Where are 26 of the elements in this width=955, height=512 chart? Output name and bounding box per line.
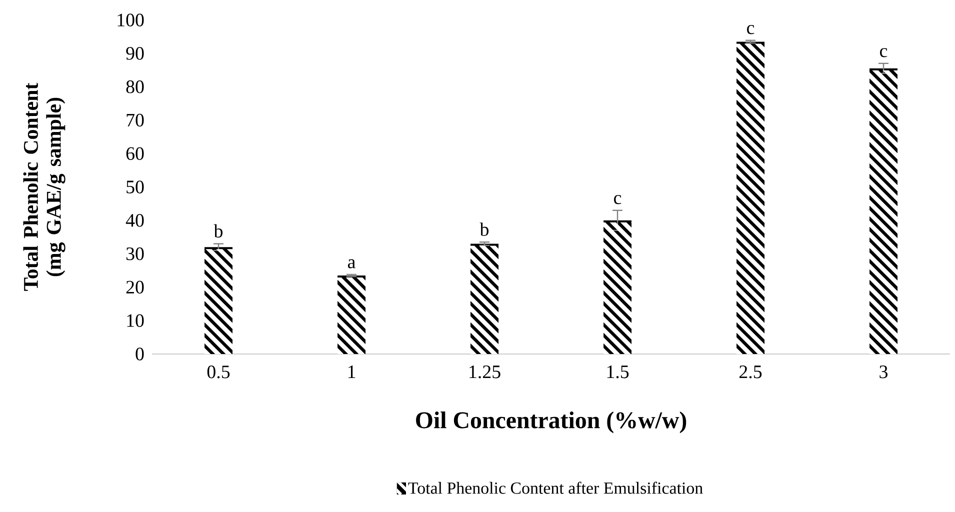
y-tick-label: 30 (126, 247, 144, 260)
y-tick-label: 90 (126, 47, 144, 60)
y-tick-label: 100 (118, 14, 144, 26)
y-tick-label: 40 (126, 214, 144, 227)
annotation: c (880, 48, 888, 58)
y-tick-label: 60 (126, 147, 144, 160)
x-tick-label: 1 (348, 366, 356, 378)
y-tick-label: 80 (126, 80, 144, 94)
y-axis-title: Total Phenolic Content (mg GAE/g sample) (23, 82, 66, 291)
x-tick-label: 3 (880, 366, 888, 378)
y-tick-label: 20 (126, 280, 144, 294)
y-tick-label: 0 (136, 348, 144, 360)
y-tick-label: 10 (127, 314, 144, 327)
annotation: b (480, 222, 489, 236)
annotation: c (614, 195, 622, 204)
x-tick-label: 1.5 (607, 366, 629, 378)
x-axis-title: Oil Concentration (%w/w) (416, 412, 686, 434)
annotation: c (747, 25, 754, 34)
annotation: a (348, 259, 356, 268)
x-tick-label: 2.5 (740, 366, 762, 378)
x-tick-label: 0.5 (207, 366, 230, 378)
y-tick-label: 50 (126, 180, 144, 194)
legend-label: Total Phenolic Content after Emulsification (408, 482, 703, 494)
annotation: b (214, 224, 223, 238)
y-tick-label: 70 (126, 114, 144, 127)
x-tick-label: 1.25 (470, 366, 500, 378)
